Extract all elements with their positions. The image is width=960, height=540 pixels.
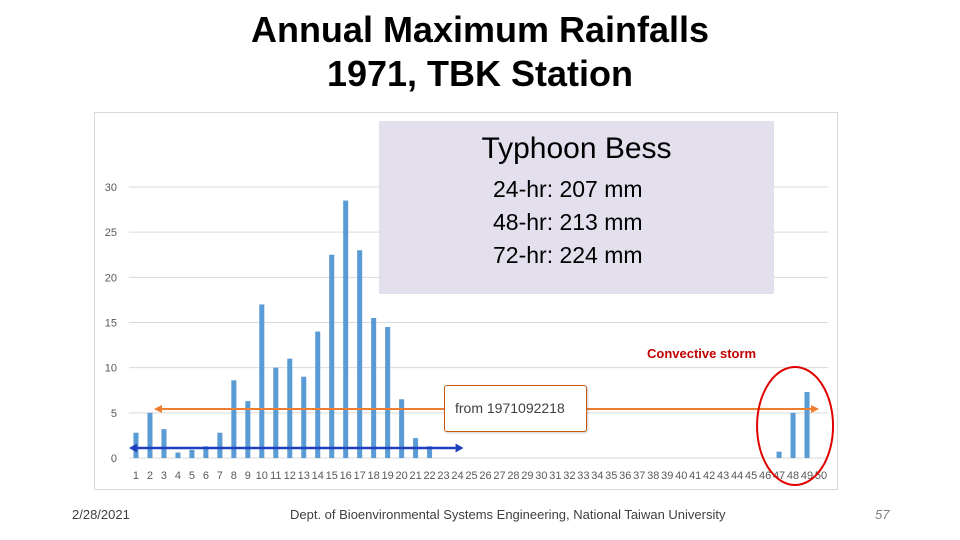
typhoon-annotation-box: Typhoon Bess 24-hr: 207 mm 48-hr: 213 mm… bbox=[379, 121, 774, 294]
x-tick-label: 6 bbox=[203, 470, 209, 482]
from-callout-text: from 1971092218 bbox=[455, 400, 565, 416]
x-tick-label: 43 bbox=[717, 470, 729, 482]
x-tick-label: 25 bbox=[465, 470, 477, 482]
x-tick-label: 24 bbox=[451, 470, 463, 482]
bar bbox=[315, 331, 321, 458]
bar bbox=[203, 446, 209, 458]
y-tick-label: 20 bbox=[105, 272, 117, 284]
x-tick-label: 26 bbox=[479, 470, 491, 482]
x-tick-label: 19 bbox=[382, 470, 394, 482]
x-tick-label: 48 bbox=[787, 470, 799, 482]
x-tick-label: 41 bbox=[689, 470, 701, 482]
x-tick-label: 7 bbox=[217, 470, 223, 482]
x-tick-label: 22 bbox=[423, 470, 435, 482]
bar bbox=[804, 392, 810, 458]
bar bbox=[790, 412, 796, 458]
y-tick-label: 15 bbox=[105, 318, 117, 330]
slide-title: Annual Maximum Rainfalls 1971, TBK Stati… bbox=[0, 8, 960, 96]
bar bbox=[776, 451, 782, 458]
title-line-1: Annual Maximum Rainfalls bbox=[250, 9, 710, 50]
x-tick-label: 4 bbox=[175, 470, 181, 482]
orange-arrow-left-head bbox=[153, 405, 162, 413]
x-tick-label: 5 bbox=[189, 470, 195, 482]
x-tick-label: 45 bbox=[745, 470, 757, 482]
bar bbox=[301, 376, 307, 458]
x-tick-label: 18 bbox=[368, 470, 380, 482]
x-tick-label: 44 bbox=[731, 470, 743, 482]
x-tick-label: 23 bbox=[437, 470, 449, 482]
x-tick-label: 2 bbox=[147, 470, 153, 482]
page-number: 57 bbox=[875, 507, 890, 522]
x-tick-label: 17 bbox=[354, 470, 366, 482]
y-tick-label: 0 bbox=[111, 453, 117, 465]
footer-date: 2/28/2021 bbox=[72, 507, 130, 522]
x-tick-label: 49 bbox=[801, 470, 813, 482]
x-tick-label: 3 bbox=[161, 470, 167, 482]
x-tick-label: 34 bbox=[591, 470, 603, 482]
bar bbox=[273, 367, 279, 458]
bar bbox=[399, 399, 405, 458]
x-tick-label: 46 bbox=[759, 470, 771, 482]
bar bbox=[147, 412, 153, 458]
x-tick-label: 13 bbox=[298, 470, 310, 482]
x-tick-label: 27 bbox=[493, 470, 505, 482]
x-tick-label: 37 bbox=[633, 470, 645, 482]
x-tick-label: 42 bbox=[703, 470, 715, 482]
bar bbox=[217, 432, 223, 458]
x-tick-label: 8 bbox=[231, 470, 237, 482]
x-tick-label: 12 bbox=[284, 470, 296, 482]
x-tick-label: 16 bbox=[340, 470, 352, 482]
bar bbox=[231, 380, 237, 458]
convective-storm-label: Convective storm bbox=[647, 346, 757, 361]
x-tick-label: 39 bbox=[661, 470, 673, 482]
bar bbox=[161, 429, 167, 458]
bar bbox=[329, 254, 335, 458]
x-tick-label: 47 bbox=[773, 470, 785, 482]
blue-arrow-left-head bbox=[129, 443, 137, 453]
y-tick-label: 25 bbox=[105, 227, 117, 239]
x-tick-label: 29 bbox=[521, 470, 533, 482]
bar bbox=[343, 200, 349, 459]
y-tick-label: 30 bbox=[105, 182, 117, 194]
x-tick-label: 30 bbox=[535, 470, 547, 482]
y-tick-label: 5 bbox=[111, 408, 117, 420]
bar bbox=[385, 327, 391, 458]
title-line-2: 1971, TBK Station bbox=[326, 53, 634, 94]
x-tick-label: 31 bbox=[549, 470, 561, 482]
typhoon-48hr: 48-hr: 213 mm bbox=[493, 209, 643, 235]
x-tick-label: 36 bbox=[619, 470, 631, 482]
x-tick-label: 9 bbox=[245, 470, 251, 482]
bar bbox=[427, 446, 433, 458]
bar bbox=[189, 449, 195, 458]
x-tick-label: 15 bbox=[326, 470, 338, 482]
footer-department: Dept. of Bioenvironmental Systems Engine… bbox=[290, 507, 726, 522]
x-tick-label: 40 bbox=[675, 470, 687, 482]
x-tick-label: 14 bbox=[312, 470, 324, 482]
bar bbox=[357, 250, 363, 458]
convective-storm-circle bbox=[756, 366, 835, 486]
x-tick-label: 10 bbox=[256, 470, 268, 482]
typhoon-title: Typhoon Bess bbox=[481, 132, 672, 165]
bar bbox=[245, 401, 251, 458]
bar bbox=[175, 452, 181, 458]
x-tick-label: 35 bbox=[605, 470, 617, 482]
y-tick-label: 10 bbox=[105, 363, 117, 375]
x-tick-label: 21 bbox=[409, 470, 421, 482]
x-tick-label: 20 bbox=[395, 470, 407, 482]
bar bbox=[371, 317, 377, 458]
x-tick-label: 11 bbox=[270, 470, 281, 482]
typhoon-72hr: 72-hr: 224 mm bbox=[493, 242, 643, 268]
x-tick-label: 32 bbox=[563, 470, 575, 482]
x-tick-label: 38 bbox=[647, 470, 659, 482]
x-tick-label: 33 bbox=[577, 470, 589, 482]
from-callout-box: from 1971092218 bbox=[444, 385, 587, 432]
bar bbox=[259, 304, 265, 458]
typhoon-24hr: 24-hr: 207 mm bbox=[493, 176, 643, 202]
x-tick-label: 28 bbox=[507, 470, 519, 482]
orange-arrow-right-head bbox=[811, 405, 820, 413]
blue-arrow-right-head bbox=[455, 443, 464, 453]
x-tick-label: 1 bbox=[133, 470, 139, 482]
